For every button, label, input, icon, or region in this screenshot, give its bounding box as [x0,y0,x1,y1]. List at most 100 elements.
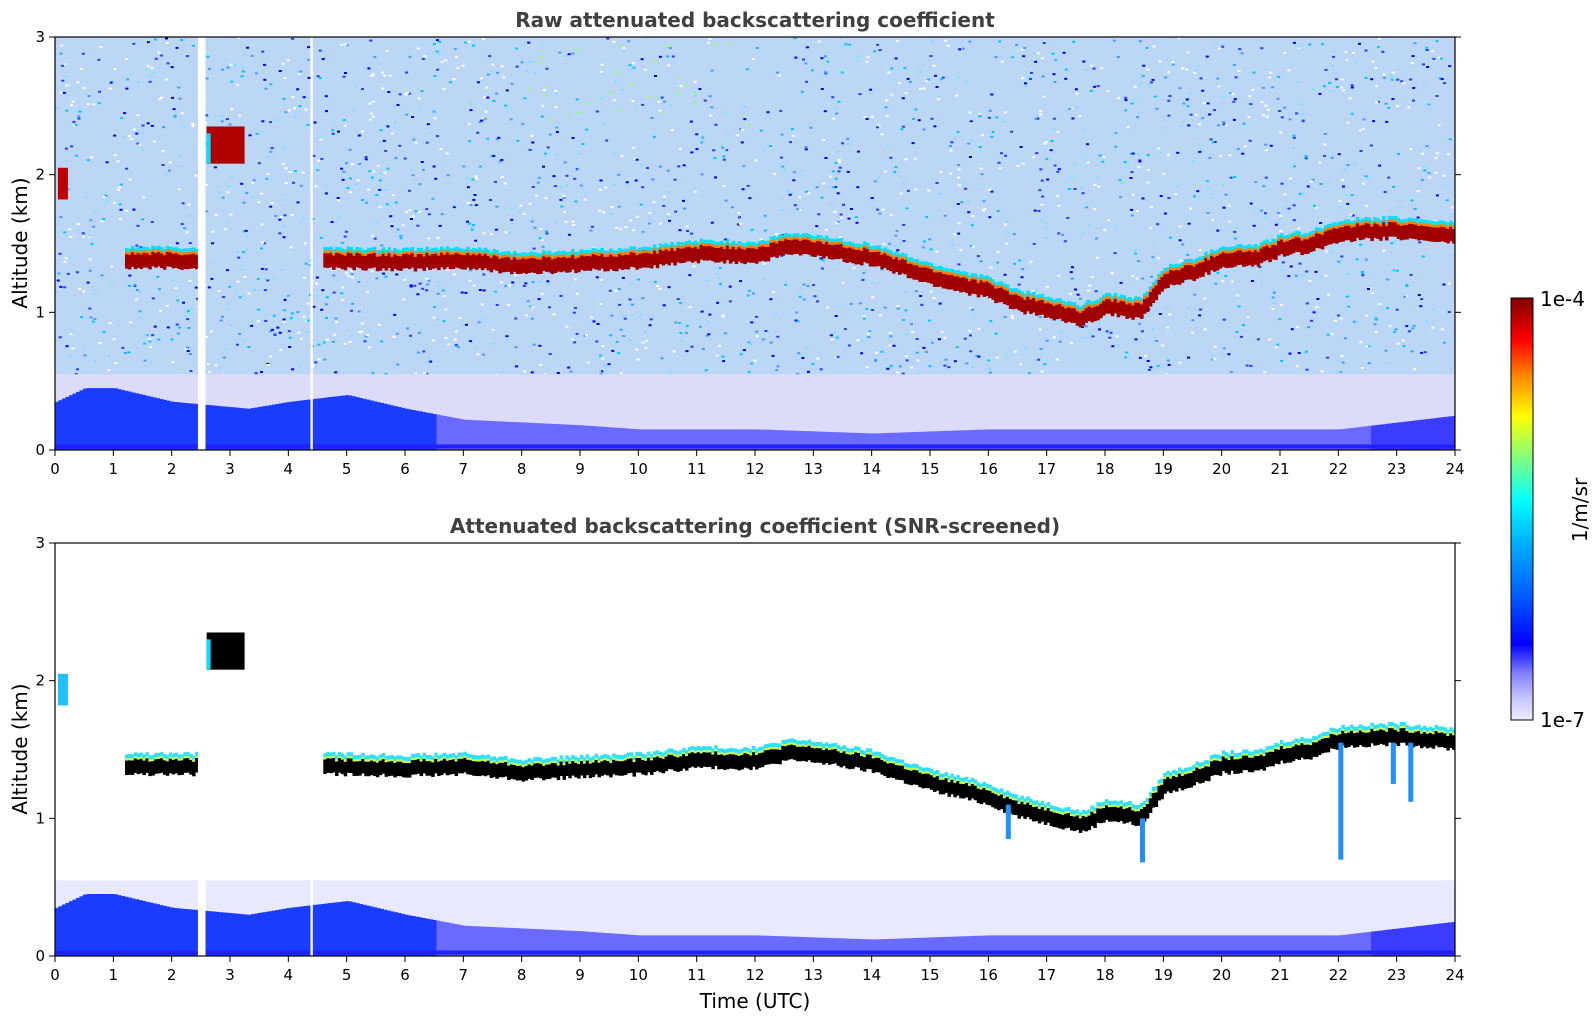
cloud-edge [615,250,619,254]
noise-speck [116,323,120,326]
cloud-edge [915,262,919,266]
noise-speck [1396,342,1400,345]
noise-speck [78,110,82,113]
noise-speck [278,70,282,72]
cloud-core [827,244,832,259]
noise-speck [937,338,941,341]
cloud-edge [524,253,529,257]
cloud-core [991,285,995,300]
noise-speck [880,350,884,353]
cloud-core [177,254,181,270]
noise-speck [308,264,312,267]
bl-column [384,403,389,450]
cloud-edge [1420,222,1424,226]
cloud-core [1411,224,1415,239]
bl-column [485,926,490,956]
cloud-edge [1113,292,1118,297]
bl-column [188,403,193,450]
haze-column [440,880,445,956]
bl-column [447,416,452,450]
haze-column [1353,374,1358,450]
noise-speck [1410,62,1414,65]
noise-speck [849,302,853,305]
cloud-core [160,253,164,268]
noise-speck [1435,194,1439,197]
noise-speck [840,216,843,219]
noise-speck [332,333,336,336]
noise-speck [779,109,783,112]
haze-column [1080,374,1085,450]
bl-column [513,422,518,450]
bl-column [989,429,994,450]
cloud-edge [323,246,327,251]
bl-column [422,412,427,450]
noise-speck [786,189,790,192]
noise-speck [586,361,590,364]
bl-column [807,431,812,450]
noise-speck [337,199,340,202]
cloud-edge [1140,301,1144,305]
noise-speck [1294,274,1298,277]
noise-speck [438,40,441,43]
cloud-edge [956,273,960,277]
noise-speck [1235,331,1239,334]
cloud-edge [1224,247,1229,251]
cloud-edge [1105,296,1109,300]
noise-speck [1308,43,1312,46]
cloud-edge [343,249,348,253]
noise-speck [100,220,104,223]
noise-speck [1364,77,1368,79]
noise-speck [476,203,480,206]
bl-column [744,429,749,450]
noise-speck [1198,314,1202,317]
cloud-edge [883,247,887,251]
panel-screened-title: Attenuated backscattering coefficient (S… [450,514,1060,538]
cloud-edge [168,246,173,250]
cloud-core [830,245,835,260]
noise-speck [708,313,712,316]
noise-speck [683,207,686,210]
cloud-edge [720,240,724,245]
noise-speck [585,102,589,105]
noise-speck [996,261,1000,264]
bl-column [601,426,606,450]
cloud-core [950,274,954,290]
cloud-core [562,256,566,272]
cloud-edge [349,247,354,251]
cloud-edge [903,253,908,258]
noise-speck [1093,85,1097,88]
noise-speck [269,121,272,124]
cloud-edge [1387,215,1392,220]
bl-column [286,402,291,450]
noise-speck [1347,305,1351,308]
noise-speck [1340,255,1344,258]
noise-speck [988,216,992,219]
noise-speck [1252,71,1256,74]
cloud-edge [1026,290,1030,294]
cloud-edge [559,255,564,258]
cloud-core [1420,225,1424,240]
noise-speck [260,223,264,226]
cloud-edge [909,257,914,261]
noise-speck [527,41,531,44]
noise-speck [1335,359,1339,362]
cloud-edge [959,275,963,278]
noise-speck [881,208,885,211]
noise-speck [436,292,440,295]
noise-speck [1229,176,1233,179]
cloud-core [1399,225,1404,241]
haze-column [1175,374,1180,450]
cloud-edge [183,248,187,252]
noise-speck [1227,353,1231,356]
noise-speck [1159,195,1163,197]
noise-speck [1233,98,1237,101]
haze-column [1346,374,1351,450]
noise-speck [473,346,477,349]
noise-speck [141,218,145,221]
haze-column [489,374,494,450]
bl-column [1350,428,1355,450]
cloud-core [1198,262,1202,278]
noise-speck [651,178,655,181]
noise-speck [146,122,150,125]
noise-speck [1187,307,1191,310]
